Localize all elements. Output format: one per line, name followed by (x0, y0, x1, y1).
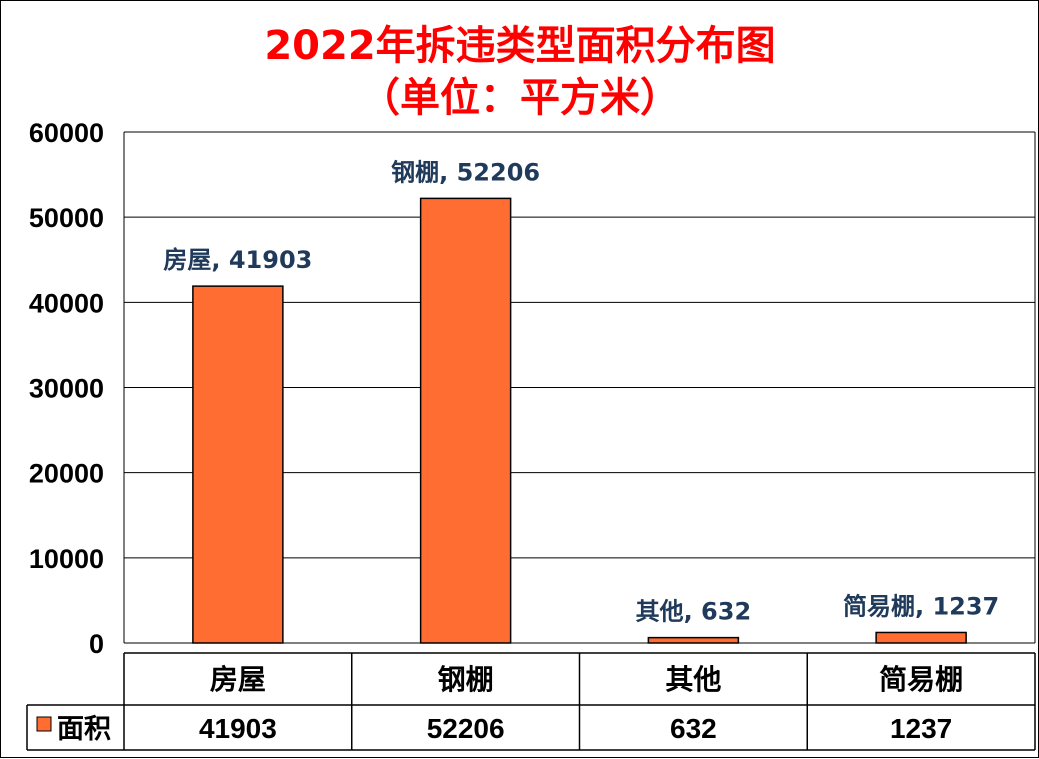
bars (192, 197, 967, 644)
table-value: 632 (670, 713, 717, 744)
data-labels: 房屋, 41903 钢棚, 52206 其他, 632 简易棚, 1237 (163, 158, 999, 625)
bar (419, 197, 512, 644)
y-tick-label: 60000 (29, 118, 104, 148)
bar (875, 631, 967, 644)
y-tick-label: 40000 (29, 288, 104, 318)
bar (647, 636, 740, 644)
legend-swatch (36, 716, 52, 732)
y-tick-label: 30000 (29, 374, 104, 404)
table-value: 1237 (890, 713, 952, 744)
data-label: 房屋, 41903 (163, 246, 312, 274)
table-value: 41903 (199, 713, 277, 744)
y-tick-label: 50000 (29, 203, 104, 233)
table-value: 52206 (427, 713, 505, 744)
chart-subtitle: （单位：平方米） (360, 75, 680, 121)
series-name-label: 面积 (57, 714, 111, 745)
bar (192, 285, 284, 644)
category-label: 房屋 (210, 663, 266, 696)
y-tick-label: 20000 (29, 459, 104, 489)
y-tick-label: 10000 (29, 544, 104, 574)
data-label: 钢棚, 52206 (391, 158, 540, 186)
y-tick-label: 0 (89, 629, 104, 659)
data-label: 其他, 632 (636, 598, 752, 626)
category-label: 钢棚 (438, 663, 494, 696)
data-table: 房屋 41903 钢棚 52206 其他 632 简易棚 1237 面积 (26, 652, 1036, 751)
category-label: 简易棚 (879, 663, 963, 696)
chart-title: 2022年拆违类型面积分布图 (264, 23, 775, 69)
y-axis-ticks: 0 10000 20000 30000 40000 50000 60000 (29, 118, 104, 659)
category-label: 其他 (665, 663, 721, 696)
data-label: 简易棚, 1237 (843, 592, 999, 620)
